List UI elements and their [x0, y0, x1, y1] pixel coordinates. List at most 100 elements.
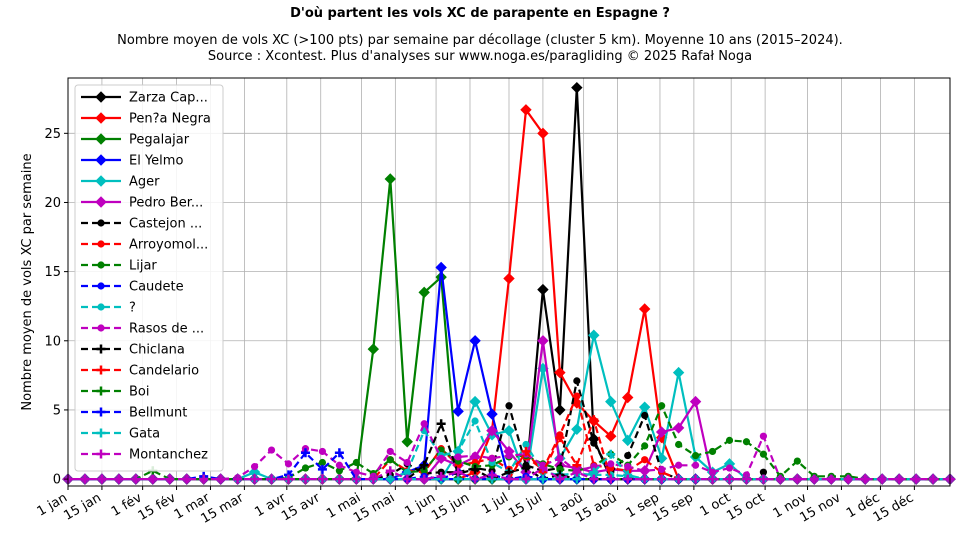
legend-label: Bellmunt	[129, 406, 187, 421]
data-point	[708, 468, 717, 476]
data-point	[267, 474, 277, 484]
legend-marker	[95, 196, 107, 208]
data-point	[436, 419, 446, 429]
data-point	[538, 474, 548, 484]
data-point	[638, 401, 651, 413]
data-point	[691, 461, 700, 469]
data-point	[537, 283, 549, 296]
data-point	[403, 468, 411, 476]
data-point	[437, 454, 445, 462]
data-point	[521, 446, 531, 456]
data-point	[454, 453, 462, 461]
data-point	[300, 448, 310, 458]
data-point	[522, 440, 530, 449]
data-point	[605, 430, 617, 442]
data-point	[742, 438, 751, 446]
data-point	[469, 395, 481, 408]
data-point	[351, 474, 361, 484]
data-point	[624, 463, 632, 471]
data-point	[267, 446, 276, 454]
data-point	[725, 474, 734, 484]
legend-marker	[95, 154, 107, 166]
data-point	[554, 366, 566, 379]
data-point	[452, 405, 464, 418]
data-point	[590, 463, 598, 471]
data-point	[641, 456, 649, 464]
data-point	[640, 474, 650, 484]
data-point	[318, 447, 327, 456]
series-montanchez	[63, 463, 955, 484]
data-point	[759, 432, 768, 440]
data-point	[334, 474, 344, 484]
data-point	[843, 474, 853, 484]
data-point	[520, 104, 532, 116]
legend-label: Gata	[129, 427, 160, 442]
data-point	[622, 434, 634, 447]
data-point	[758, 474, 768, 484]
y-tick-label: 10	[44, 334, 61, 349]
data-point	[233, 474, 243, 484]
legend-marker	[97, 324, 105, 332]
data-point	[674, 474, 684, 484]
data-point	[284, 474, 293, 484]
y-axis-label: Nombre moyen de vols XC par semaine	[20, 153, 35, 410]
data-point	[641, 442, 649, 450]
data-point	[624, 451, 632, 460]
data-point	[335, 461, 343, 469]
legend-marker	[97, 303, 105, 311]
data-point	[317, 474, 327, 484]
data-point	[199, 474, 209, 484]
data-point	[352, 468, 360, 476]
data-point	[641, 467, 649, 475]
x-tick-label: 1 jul	[479, 490, 511, 517]
series-layer	[62, 81, 956, 485]
legend-marker	[95, 112, 107, 124]
data-point	[826, 474, 836, 484]
data-point	[555, 474, 565, 484]
data-point	[590, 439, 598, 447]
legend-marker	[97, 219, 105, 227]
data-point	[454, 447, 462, 456]
data-point	[403, 458, 411, 467]
data-point	[556, 454, 564, 462]
legend-marker	[95, 91, 107, 103]
y-tick-label: 15	[44, 265, 61, 280]
data-point	[622, 391, 634, 404]
data-point	[538, 463, 548, 473]
chart-subtitle-line-2: Source : Xcontest. Plus d'analyses sur w…	[208, 49, 752, 64]
data-point	[588, 329, 600, 341]
data-point	[537, 335, 549, 347]
legend-label: Caudete	[129, 280, 184, 295]
data-point	[334, 448, 344, 458]
data-point	[606, 449, 616, 459]
data-point	[300, 474, 310, 484]
chart-title: D'où partent les vols XC de parapente en…	[290, 6, 670, 21]
data-point	[725, 436, 734, 444]
data-point	[250, 463, 259, 471]
legend-label: Candelario	[129, 364, 199, 379]
legend-label: ?	[129, 301, 136, 316]
data-point	[470, 474, 480, 484]
data-point	[435, 261, 447, 274]
data-point	[672, 422, 685, 434]
data-point	[911, 474, 921, 484]
data-point	[470, 464, 480, 474]
data-point	[165, 474, 175, 484]
data-point	[419, 474, 429, 484]
data-point	[741, 474, 751, 484]
data-point	[657, 474, 667, 484]
data-point	[537, 127, 549, 140]
legend-label: El Yelmo	[129, 154, 183, 169]
y-tick-label: 25	[44, 127, 61, 142]
data-point	[301, 464, 310, 472]
data-point	[471, 451, 479, 460]
legend-marker	[97, 240, 105, 248]
data-point	[453, 467, 463, 477]
data-point	[759, 450, 768, 458]
data-point	[80, 474, 90, 484]
data-point	[469, 335, 481, 347]
data-point	[401, 436, 413, 448]
data-point	[471, 417, 479, 425]
series-line	[68, 466, 950, 481]
